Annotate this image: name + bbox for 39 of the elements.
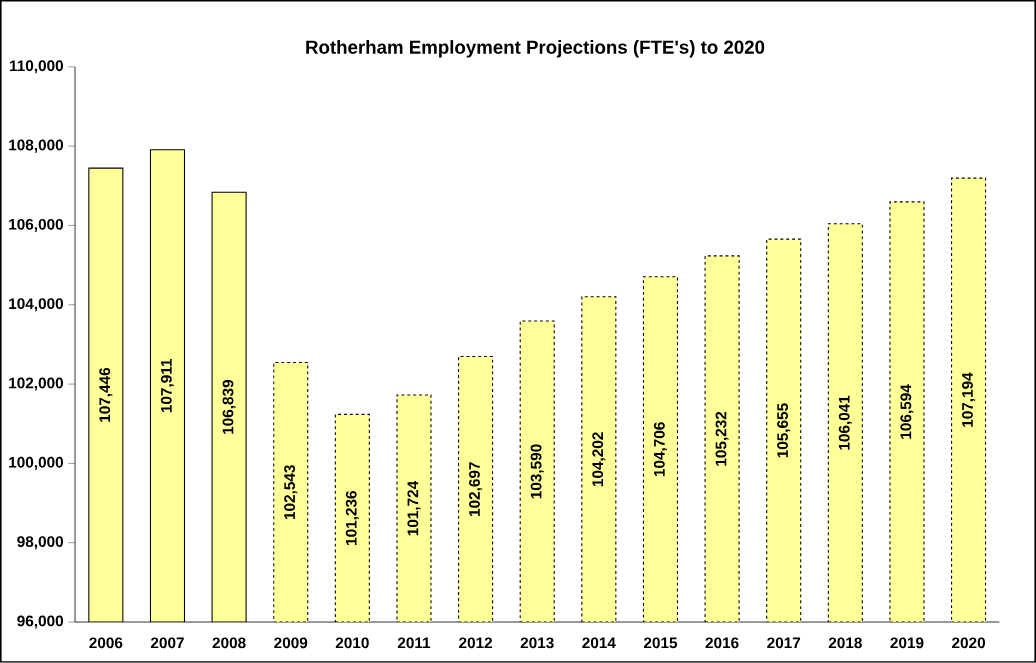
y-tick-label: 104,000 xyxy=(9,298,64,312)
x-tick-label: 2006 xyxy=(89,637,123,649)
y-tick-label: 106,000 xyxy=(9,218,64,233)
x-tick-label: 2017 xyxy=(767,637,801,649)
x-tick-label: 2009 xyxy=(274,637,308,649)
data-label: 107,911 xyxy=(160,359,174,413)
y-tick-label: 102,000 xyxy=(9,377,64,391)
x-tick-label: 2020 xyxy=(952,637,986,649)
y-tick-label: 98,000 xyxy=(17,536,64,550)
x-tick-label: 2010 xyxy=(335,637,369,649)
y-tick-label: 100,000 xyxy=(9,456,64,471)
data-label: 106,041 xyxy=(838,395,852,450)
data-label: 102,697 xyxy=(469,462,483,517)
data-label: 105,232 xyxy=(715,411,729,466)
data-label: 101,724 xyxy=(407,480,421,536)
y-tick-label: 108,000 xyxy=(9,139,64,153)
x-tick-label: 2011 xyxy=(397,637,431,649)
data-label: 107,446 xyxy=(99,367,113,422)
x-tick-label: 2016 xyxy=(705,637,739,649)
x-tick-label: 2019 xyxy=(890,637,924,649)
x-tick-label: 2014 xyxy=(582,637,616,649)
x-tick-label: 2018 xyxy=(828,637,862,649)
data-label: 107,194 xyxy=(962,372,976,427)
data-label: 102,543 xyxy=(284,465,298,520)
data-label: 103,590 xyxy=(530,444,544,499)
data-label: 106,839 xyxy=(222,380,236,434)
data-label: 106,594 xyxy=(900,384,914,439)
x-tick-label: 2015 xyxy=(643,637,678,649)
x-tick-label: 2007 xyxy=(150,637,184,649)
y-tick-label: 96,000 xyxy=(17,615,64,629)
data-label: 105,655 xyxy=(777,403,791,458)
x-tick-label: 2013 xyxy=(520,637,554,649)
data-label: 104,202 xyxy=(592,432,606,487)
y-tick-label: 110,000 xyxy=(10,60,64,74)
chart-title: Rotherham Employment Projections (FTE's) to 2020 xyxy=(306,40,765,58)
x-tick-label: 2012 xyxy=(459,637,493,649)
x-tick-label: 2008 xyxy=(212,637,246,649)
data-label: 101,236 xyxy=(345,491,359,546)
data-label: 104,706 xyxy=(653,422,667,477)
